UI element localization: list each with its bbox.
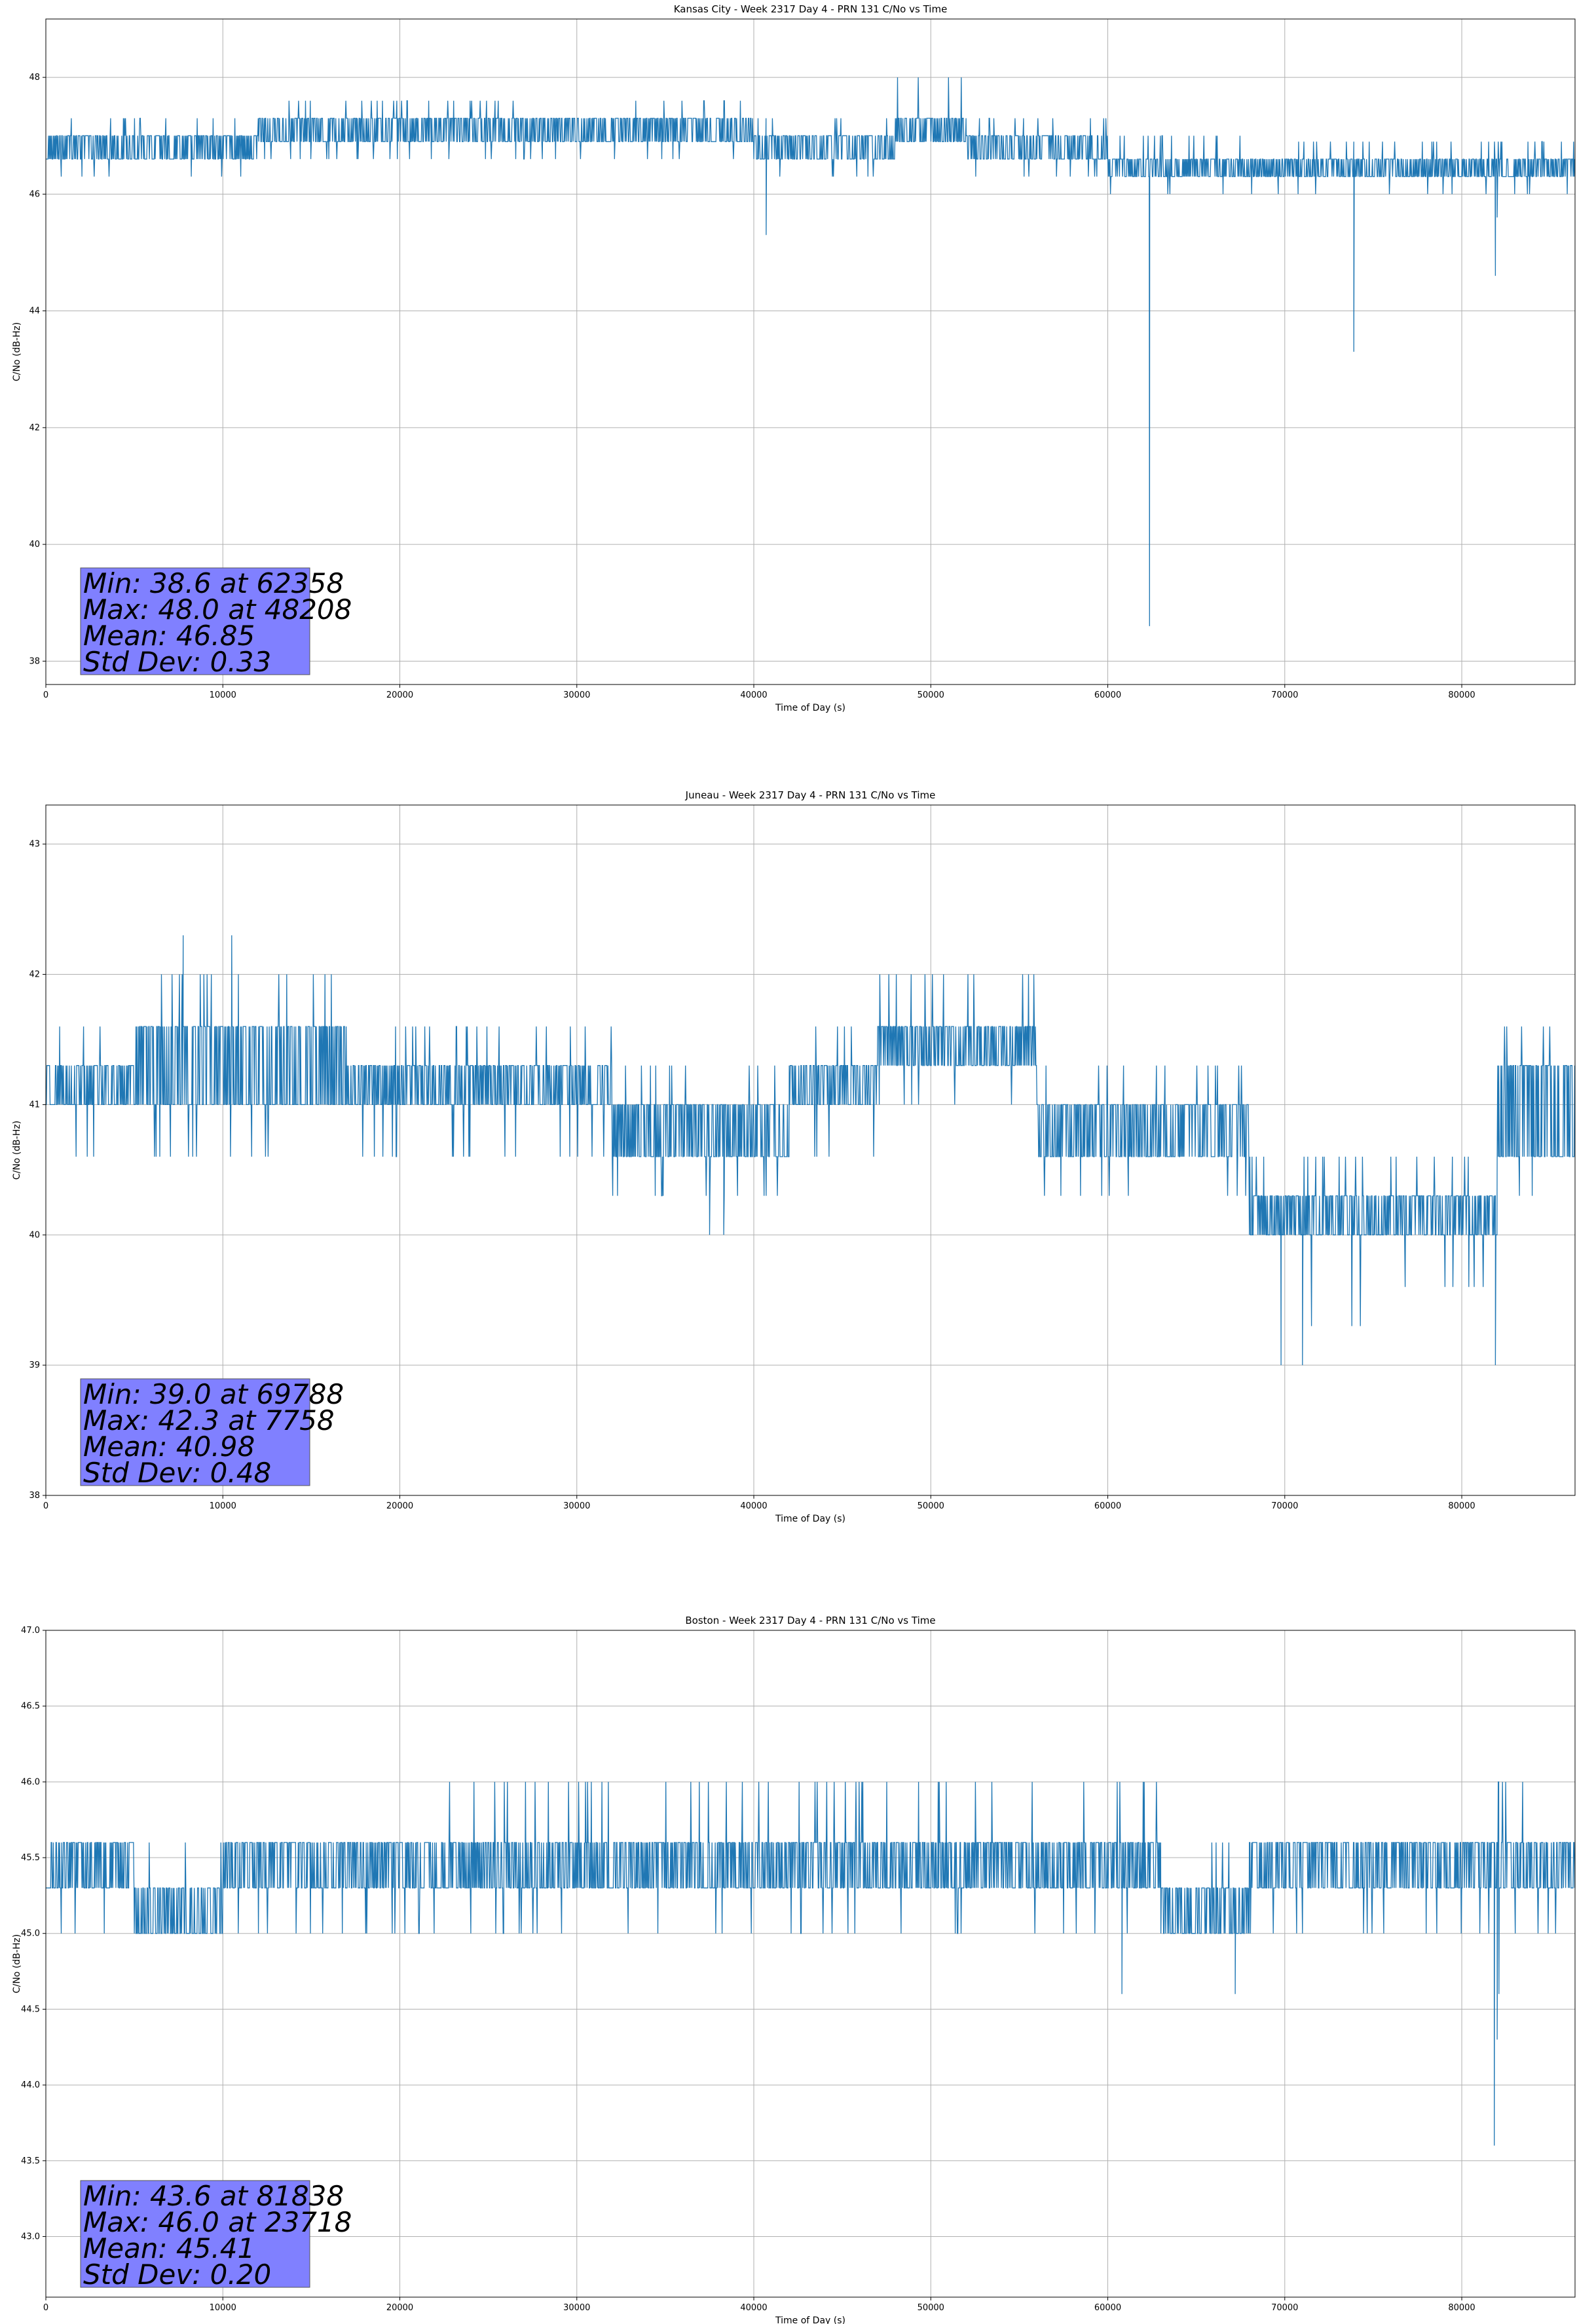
chart-kansas-city: 0 10000 20000 30000 40000 50000 60000 70000 8000… <box>12 3 1576 713</box>
y-tick-label: 40 <box>29 540 40 550</box>
x-tick-label: 0 <box>43 2303 48 2313</box>
y-tick-label: 41 <box>29 1100 40 1110</box>
x-tick-label: 80000 <box>1448 2303 1475 2313</box>
grid <box>45 1630 1575 2297</box>
stats-line: Max: 48.0 at 48208 <box>83 593 352 626</box>
x-tick-label: 30000 <box>563 690 590 700</box>
y-tick-label: 42 <box>29 423 40 433</box>
stats-line: Min: 38.6 at 62358 <box>83 567 344 599</box>
x-tick-label: 40000 <box>740 2303 767 2313</box>
x-tick-label: 30000 <box>563 1501 590 1511</box>
x-tick-label: 30000 <box>563 2303 590 2313</box>
y-tick-label: 43.5 <box>21 2156 40 2166</box>
y-tick-label: 43 <box>29 840 40 850</box>
x-tick-label: 60000 <box>1094 690 1121 700</box>
stats-box <box>80 2180 310 2288</box>
stats-line: Std Dev: 0.48 <box>83 1457 271 1489</box>
y-tick-label: 45.0 <box>21 1929 40 1939</box>
chart-boston: 0 10000 20000 30000 40000 50000 60000 70000 8000… <box>12 1615 1576 2324</box>
y-tick-label: 46.0 <box>21 1777 40 1787</box>
y-axis-label: C/No (dB-Hz) <box>12 322 22 381</box>
x-tick-label: 70000 <box>1271 2303 1298 2313</box>
y-tick-label: 46.5 <box>21 1702 40 1712</box>
x-tick-label: 60000 <box>1094 1501 1121 1511</box>
x-tick-label: 20000 <box>386 1501 413 1511</box>
x-tick-label: 60000 <box>1094 2303 1121 2313</box>
stats-line: Min: 39.0 at 69788 <box>83 1378 344 1410</box>
x-tick-label: 0 <box>43 1501 48 1511</box>
y-tick-label: 38 <box>29 656 40 666</box>
stats-line: Std Dev: 0.20 <box>83 2258 271 2291</box>
y-tick-label: 48 <box>29 73 40 83</box>
stats-line: Mean: 46.85 <box>83 620 255 652</box>
x-tick-label: 70000 <box>1271 1501 1298 1511</box>
chart-title: Kansas City - Week 2317 Day 4 - PRN 131 … <box>674 3 948 15</box>
x-tick-label: 10000 <box>210 1501 236 1511</box>
series-line <box>46 77 1576 626</box>
plot-frame <box>45 18 1576 685</box>
x-tick-label: 50000 <box>918 690 944 700</box>
x-tick-label: 10000 <box>210 2303 236 2313</box>
x-tick-label: 50000 <box>918 2303 944 2313</box>
y-tick-label: 42 <box>29 970 40 980</box>
series-line <box>46 935 1576 1366</box>
x-tick-label: 20000 <box>386 2303 413 2313</box>
x-tick-label: 20000 <box>386 690 413 700</box>
x-axis-label: Time of Day (s) <box>775 703 845 713</box>
y-tick-label: 44.0 <box>21 2080 40 2090</box>
plot-frame <box>45 804 1576 1496</box>
x-tick-label: 40000 <box>740 690 767 700</box>
stats-line: Min: 43.6 at 81838 <box>83 2180 344 2212</box>
y-tick-label: 47.0 <box>21 1626 40 1636</box>
x-tick-label: 0 <box>43 690 48 700</box>
x-tick-label: 80000 <box>1448 1501 1475 1511</box>
x-tick-label: 40000 <box>740 1501 767 1511</box>
x-tick-label: 50000 <box>918 1501 944 1511</box>
x-tick-label: 80000 <box>1448 690 1475 700</box>
x-tick-label: 10000 <box>210 690 236 700</box>
series-line <box>46 1781 1576 2146</box>
stats-box <box>80 567 310 675</box>
plot-frame <box>45 1630 1576 2298</box>
y-axis-label: C/No (dB-Hz) <box>12 1934 22 1993</box>
y-tick-label: 40 <box>29 1230 40 1240</box>
x-axis-label: Time of Day (s) <box>775 1514 845 1524</box>
y-tick-label: 45.5 <box>21 1853 40 1863</box>
stats-line: Max: 42.3 at 7758 <box>83 1404 335 1436</box>
y-tick-label: 44.5 <box>21 2004 40 2014</box>
stats-line: Mean: 40.98 <box>83 1431 255 1463</box>
chart-juneau: 0 10000 20000 30000 40000 50000 60000 70000 8000… <box>12 789 1576 1524</box>
chart-title: Juneau - Week 2317 Day 4 - PRN 131 C/No … <box>685 789 936 801</box>
y-tick-label: 46 <box>29 189 40 199</box>
y-tick-label: 38 <box>29 1491 40 1501</box>
y-axis-label: C/No (dB-Hz) <box>12 1121 22 1180</box>
y-tick-label: 44 <box>29 307 40 316</box>
y-tick-label: 39 <box>29 1360 40 1370</box>
stats-line: Mean: 45.41 <box>83 2232 255 2264</box>
y-tick-label: 43.0 <box>21 2232 40 2241</box>
stats-line: Std Dev: 0.33 <box>83 646 271 678</box>
stats-box <box>80 1378 310 1486</box>
x-tick-label: 70000 <box>1271 690 1298 700</box>
stats-line: Max: 46.0 at 23718 <box>83 2206 352 2238</box>
x-axis-label: Time of Day (s) <box>775 2315 845 2324</box>
chart-title: Boston - Week 2317 Day 4 - PRN 131 C/No … <box>685 1615 935 1626</box>
